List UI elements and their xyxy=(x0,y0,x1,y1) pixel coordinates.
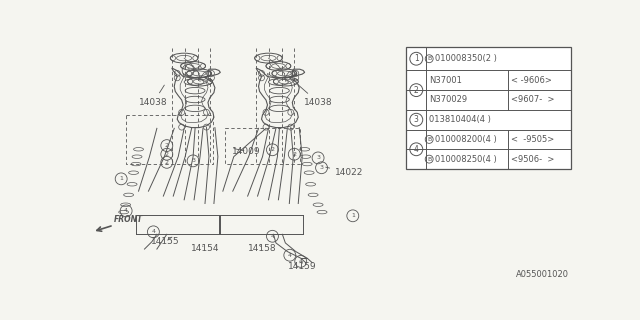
Text: B: B xyxy=(427,156,431,162)
Text: 14159: 14159 xyxy=(288,261,317,271)
Text: 2: 2 xyxy=(414,86,419,95)
Text: 4: 4 xyxy=(299,259,303,264)
Text: 1: 1 xyxy=(119,176,123,181)
Text: 14038: 14038 xyxy=(298,84,332,107)
Text: <9506-  >: <9506- > xyxy=(511,155,554,164)
Text: 2: 2 xyxy=(165,143,169,148)
Text: 4: 4 xyxy=(288,253,292,258)
Text: 2: 2 xyxy=(292,152,296,157)
Text: 3: 3 xyxy=(319,165,324,170)
Text: B: B xyxy=(427,56,431,61)
Text: 14155: 14155 xyxy=(151,237,180,246)
Text: <9607-  >: <9607- > xyxy=(511,95,554,105)
Text: 2: 2 xyxy=(271,147,275,152)
Text: 4: 4 xyxy=(124,208,128,213)
Text: 1: 1 xyxy=(186,68,190,73)
Text: < -9606>: < -9606> xyxy=(511,76,552,85)
Bar xyxy=(406,47,571,169)
Text: N370029: N370029 xyxy=(429,95,467,105)
Text: 1: 1 xyxy=(414,54,419,63)
Text: N37001: N37001 xyxy=(429,76,462,85)
Text: 010008250(4 ): 010008250(4 ) xyxy=(435,155,497,164)
Text: 4: 4 xyxy=(271,234,275,239)
Text: <  -9505>: < -9505> xyxy=(511,135,554,144)
Text: FRONT: FRONT xyxy=(114,215,143,224)
Text: 14158: 14158 xyxy=(248,244,277,253)
Text: A055001020: A055001020 xyxy=(516,270,568,279)
Text: 1: 1 xyxy=(351,213,355,218)
Text: 3: 3 xyxy=(316,156,320,160)
Text: 4: 4 xyxy=(152,229,156,234)
Text: 14038: 14038 xyxy=(139,85,168,107)
Text: 4: 4 xyxy=(414,145,419,154)
Text: 14022: 14022 xyxy=(326,167,364,177)
Text: 3: 3 xyxy=(191,158,195,164)
Text: B: B xyxy=(427,137,431,142)
Text: 013810404(4 ): 013810404(4 ) xyxy=(429,115,491,124)
Text: 010008350(2 ): 010008350(2 ) xyxy=(435,54,497,63)
Text: 14154: 14154 xyxy=(191,244,220,253)
Text: 2: 2 xyxy=(165,160,169,165)
Text: 14009: 14009 xyxy=(232,147,261,156)
Text: 3: 3 xyxy=(414,115,419,124)
Text: 010008200(4 ): 010008200(4 ) xyxy=(435,135,497,144)
Text: 2: 2 xyxy=(165,152,169,157)
